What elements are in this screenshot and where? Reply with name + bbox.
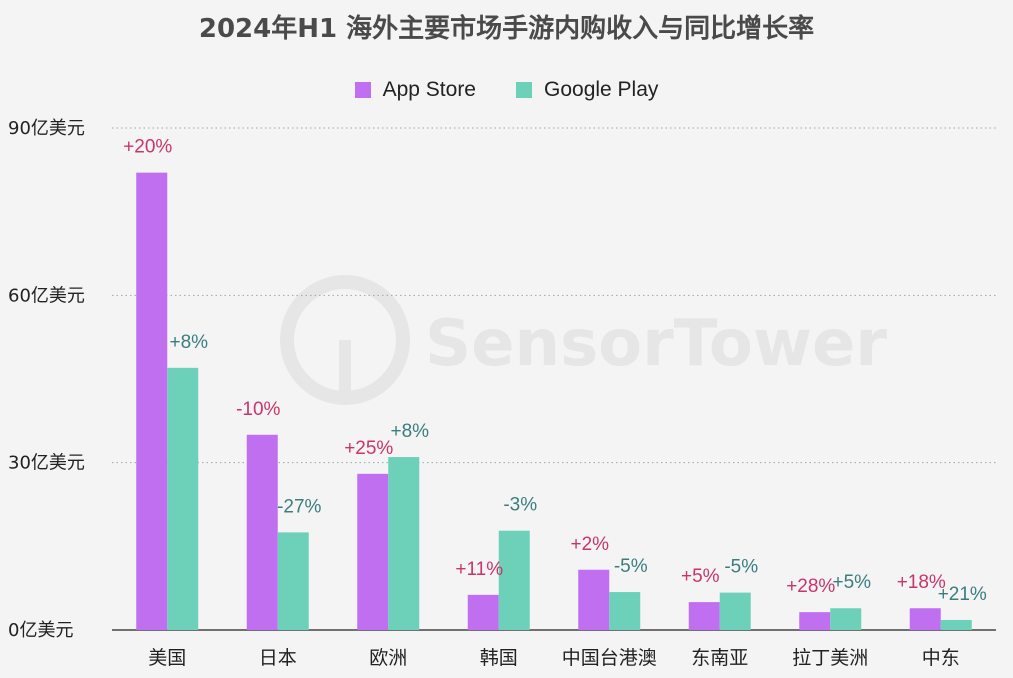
category-label: 中东 bbox=[922, 647, 960, 669]
growth-label-app-store: +25% bbox=[344, 438, 393, 459]
category-label: 拉丁美洲 bbox=[792, 647, 868, 669]
bar-google-play bbox=[498, 530, 530, 630]
legend: App Store Google Play bbox=[0, 78, 1013, 102]
bar-google-play bbox=[830, 608, 862, 630]
bar-google-play bbox=[277, 532, 309, 630]
legend-item-app-store: App Store bbox=[354, 78, 476, 102]
bar-app-store bbox=[688, 602, 720, 630]
bar-app-store bbox=[799, 612, 831, 630]
legend-label-app-store: App Store bbox=[382, 78, 476, 101]
growth-label-google-play: +21% bbox=[938, 584, 987, 605]
category-label: 美国 bbox=[148, 647, 186, 669]
bar-google-play bbox=[719, 592, 751, 630]
growth-label-app-store: -10% bbox=[236, 399, 280, 420]
bar-google-play bbox=[940, 619, 972, 630]
category-label: 韩国 bbox=[480, 647, 518, 669]
growth-label-app-store: +2% bbox=[570, 534, 609, 555]
bar-app-store bbox=[909, 608, 941, 630]
growth-label-google-play: +8% bbox=[169, 332, 208, 353]
legend-item-google-play: Google Play bbox=[516, 78, 658, 102]
bar-google-play bbox=[609, 592, 641, 630]
y-tick-label: 30亿美元 bbox=[8, 453, 85, 474]
growth-label-google-play: -27% bbox=[277, 496, 321, 517]
growth-label-google-play: -5% bbox=[614, 556, 648, 577]
bar-google-play bbox=[167, 367, 199, 630]
watermark: SensorTower bbox=[280, 275, 887, 405]
legend-label-google-play: Google Play bbox=[544, 78, 659, 101]
growth-label-google-play: +8% bbox=[390, 421, 429, 442]
bar-app-store bbox=[578, 569, 610, 630]
y-tick-label: 90亿美元 bbox=[8, 118, 85, 139]
category-label: 中国台港澳 bbox=[562, 647, 657, 669]
y-tick-label: 60亿美元 bbox=[8, 285, 85, 306]
bar-google-play bbox=[388, 457, 420, 630]
chart-title: 2024年H1 海外主要市场手游内购收入与同比增长率 bbox=[198, 14, 815, 44]
growth-label-google-play: -5% bbox=[724, 557, 758, 578]
growth-label-google-play: +5% bbox=[832, 572, 871, 593]
category-label: 东南亚 bbox=[691, 647, 748, 669]
legend-swatch-app-store bbox=[354, 82, 371, 98]
growth-label-app-store: +28% bbox=[786, 576, 835, 597]
bar-app-store bbox=[136, 172, 168, 630]
watermark-text: SensorTower bbox=[425, 307, 887, 381]
bar-app-store bbox=[357, 473, 389, 630]
legend-swatch-google-play bbox=[516, 82, 532, 98]
bar-app-store bbox=[246, 434, 278, 630]
growth-label-app-store: +11% bbox=[455, 559, 503, 580]
category-label: 欧洲 bbox=[369, 647, 407, 669]
category-label: 日本 bbox=[259, 647, 297, 669]
y-tick-label: 0亿美元 bbox=[8, 620, 73, 641]
growth-label-app-store: +20% bbox=[123, 137, 172, 158]
growth-label-google-play: -3% bbox=[503, 495, 537, 516]
growth-label-app-store: +18% bbox=[897, 572, 946, 593]
growth-label-app-store: +5% bbox=[681, 566, 720, 587]
bar-app-store bbox=[467, 594, 499, 630]
